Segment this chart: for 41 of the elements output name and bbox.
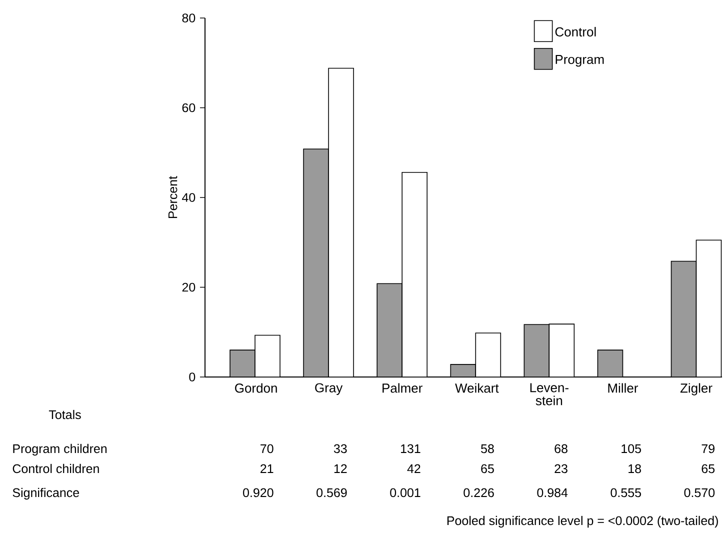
x-tick-label: Gordon [235, 383, 277, 393]
text: Control children [12, 464, 99, 474]
x-tick-label: Zigler [680, 383, 712, 396]
text: Program children [13, 444, 107, 456]
text: 68 [554, 444, 568, 454]
text: Pooled significance level p = <0.0002 (two-tailed) [447, 516, 718, 528]
text: 23 [554, 464, 568, 474]
text: 0.984 [537, 488, 568, 498]
x-tick-label: Palmer [382, 383, 422, 393]
x-tick-label: Gray [315, 383, 343, 395]
text: Significance [12, 488, 80, 500]
text: 65 [702, 464, 715, 474]
text: 70 [260, 444, 274, 454]
legend-label: Control [555, 26, 596, 36]
text: 0.001 [390, 488, 420, 498]
text: Totals [48, 410, 81, 420]
text: 12 [334, 464, 347, 473]
text: 0.569 [316, 488, 347, 498]
y-tick-label: 80 [182, 14, 196, 22]
text: 105 [622, 444, 641, 454]
y-axis-title: Percent [168, 176, 178, 218]
y-tick-label: 0 [189, 372, 196, 382]
text: 18 [628, 464, 641, 474]
text: 21 [260, 464, 274, 473]
text: 65 [481, 464, 494, 474]
text: 42 [407, 464, 420, 473]
text: 0.570 [684, 488, 715, 498]
text: 0.226 [464, 488, 494, 498]
text: 0.920 [243, 488, 274, 498]
text: 33 [334, 444, 347, 454]
text: 0.555 [610, 488, 641, 498]
x-tick-label: Leven-stein [530, 383, 568, 406]
x-tick-label: Weikart [455, 383, 499, 393]
y-tick-label: 20 [182, 282, 196, 292]
y-tick-label: 60 [182, 103, 196, 112]
text: 131 [401, 444, 420, 454]
text: 79 [702, 444, 714, 454]
legend-label: Program [556, 54, 604, 67]
y-tick-label: 40 [182, 193, 196, 202]
x-tick-label: Miller [608, 383, 638, 393]
text: 58 [481, 444, 494, 454]
